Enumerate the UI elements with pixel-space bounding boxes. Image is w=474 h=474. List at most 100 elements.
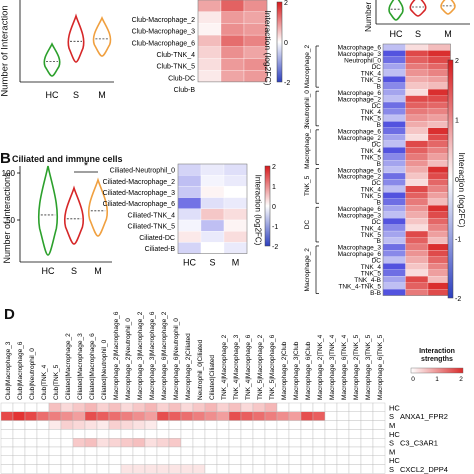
panel-d-heatmap-cell — [204, 438, 218, 448]
panel-d-heatmap-cell — [276, 438, 290, 448]
panel-d-heatmap-cell — [120, 446, 134, 457]
panel-d-heatmap-cell — [156, 411, 170, 421]
panel-c-row-label: TNK_5 — [361, 116, 382, 123]
panel-b-violin-M — [87, 177, 109, 237]
panel-b-col-label: HC — [183, 258, 196, 268]
panel-d-heatmap-cell — [60, 402, 74, 413]
panel-c-row-label: TNK_4 — [361, 71, 382, 78]
panel-c-heatmap: Macrophage_6Macrophage_3Neutrophil_0DCTN… — [304, 43, 461, 303]
panel-d-row-label: S — [389, 465, 394, 474]
panel-d-heatmap-cell — [36, 429, 50, 439]
panel-d-heatmap-cell — [348, 429, 362, 439]
panel-d-heatmap-cell — [192, 429, 206, 439]
panel-d-heatmap-cell — [324, 402, 338, 413]
panel-d-col-label: Club|Neutrophil_0 — [29, 348, 36, 400]
panel-d-heatmap-cell — [216, 420, 230, 430]
panel-d-heatmap-cell — [300, 420, 314, 430]
panel-d-heatmap-cell — [168, 411, 182, 421]
panel-d-heatmap-cell — [180, 402, 194, 413]
panel-d-col-label: Macrophage_3|Macrophage_6 — [149, 311, 156, 400]
panel-d-heatmap-cell — [0, 438, 14, 448]
panel-d-group-label: CXCL2_DPP4 — [400, 465, 448, 474]
panel-d-heatmap-cell — [324, 446, 338, 457]
panel-a-colorbar-tick: -2 — [284, 80, 290, 87]
panel-d-col-label: Macrophage_2|Neutrophil_0 — [125, 318, 132, 400]
panel-d-legend-title: Interaction strengths — [419, 348, 455, 363]
panel-a-row-label: Club-Macrophage_3 — [132, 29, 196, 36]
panel-d-heatmap-cell — [168, 402, 182, 413]
panel-d-col-label: Ciliated|Macrophage_2 — [65, 333, 72, 400]
panel-c-row-label: TNK_4 — [361, 148, 382, 155]
panel-d-heatmap-cell — [96, 446, 110, 457]
panel-d-heatmap-cell — [336, 402, 350, 413]
panel-d-heatmap-cell — [288, 464, 302, 474]
panel-c-x-tick: S — [415, 29, 421, 39]
panel-c-colorbar-tick: 1 — [455, 118, 459, 125]
panel-d-col-label: Ciliated|Ciliated — [209, 355, 216, 400]
panel-a-colorbar-tick: 2 — [284, 0, 288, 7]
panel-d-heatmap-cell — [324, 464, 338, 474]
panel-d-heatmap-cell — [192, 446, 206, 457]
panel-d-col-label: Macrophage_2|TNK_4 — [317, 334, 324, 400]
panel-d-heatmap-cell — [60, 464, 74, 474]
panel-d-heatmap-cell — [204, 455, 218, 465]
panel-d-heatmap-cell — [0, 446, 14, 457]
panel-d-heatmap-cell — [96, 455, 110, 465]
panel-b-row-label: Ciliated-TNK_5 — [128, 224, 176, 231]
panel-d-heatmap-cell — [180, 420, 194, 430]
panel-c-row-label: Macrophage_6 — [338, 90, 382, 97]
panel-d-heatmap-cell — [12, 429, 26, 439]
panel-d-heatmap-cell — [60, 429, 74, 439]
panel-d-heatmap-cell — [312, 411, 326, 421]
panel-d-heatmap-cell — [60, 455, 74, 465]
panel-d-heatmap-cell — [348, 446, 362, 457]
panel-d-heatmap-cell — [156, 420, 170, 430]
panel-d-heatmap-cell — [168, 464, 182, 474]
panel-d-heatmap-cell — [312, 446, 326, 457]
panel-c-x-tick: HC — [390, 29, 403, 39]
panel-d-col-label: Macrophage_6|Macrophage_2 — [161, 311, 168, 400]
panel-d-heatmap-cell — [36, 438, 50, 448]
panel-d-heatmap-cell — [12, 446, 26, 457]
panel-d-heatmap-cell — [216, 464, 230, 474]
panel-d-col-label: Macrophage_6|TNK_4 — [341, 334, 348, 400]
panel-d-heatmap-cell — [300, 438, 314, 448]
panel-b-colorbar-tick: 0 — [272, 204, 276, 211]
panel-c-row-label: Macrophage_6 — [338, 45, 382, 52]
panel-d-heatmap-cell — [24, 402, 38, 413]
panel-c-row-label: TNK_4-TNK_5 — [338, 283, 381, 290]
panel-b-row-label: Ciliated-Neutrophil_0 — [110, 168, 175, 175]
panel-d-heatmap-cell — [132, 402, 146, 413]
panel-d-heatmap-cell — [204, 446, 218, 457]
panel-d-col-label: Club|TNK_5 — [53, 364, 60, 400]
panel-d-heatmap-cell — [48, 420, 62, 430]
panel-c-colorbar-tick: 2 — [455, 58, 459, 65]
panel-d-heatmap-cell — [288, 420, 302, 430]
panel-d-col-label: Macrophage_6|Neutrophil_0 — [173, 318, 180, 400]
panel-d-heatmap-cell — [108, 438, 122, 448]
panel-d-heatmap-cell — [300, 411, 314, 421]
panel-d-heatmap-cell — [132, 411, 146, 421]
panel-d-heatmap-cell — [132, 429, 146, 439]
panel-d-heatmap-cell — [360, 438, 374, 448]
panel-d-heatmap-cell — [288, 446, 302, 457]
panel-b-row-label: Ciliated-Macrophage_3 — [103, 190, 175, 197]
panel-d-heatmap-cell — [192, 411, 206, 421]
panel-d-heatmap-cell — [72, 402, 86, 413]
panel-d-heatmap-cell — [240, 411, 254, 421]
panel-d-heatmap-cell — [288, 438, 302, 448]
panel-d-heatmap-cell — [0, 464, 14, 474]
panel-b-x-tick: HC — [42, 266, 55, 276]
panel-d-heatmap-cell — [60, 411, 74, 421]
panel-d-heatmap-cell — [348, 420, 362, 430]
panel-d-heatmap-cell — [36, 420, 50, 430]
panel-d-heatmap-cell — [264, 420, 278, 430]
panel-d-heatmap-cell — [180, 411, 194, 421]
panel-d-heatmap-cell — [312, 420, 326, 430]
panel-c-row-label: B — [377, 122, 381, 129]
panel-d-heatmap-cell — [0, 402, 14, 413]
panel-d-heatmap-cell — [336, 455, 350, 465]
panel-d-heatmap-cell — [144, 455, 158, 465]
panel-d-heatmap-cell — [36, 464, 50, 474]
panel-d-heatmap-cell — [156, 438, 170, 448]
